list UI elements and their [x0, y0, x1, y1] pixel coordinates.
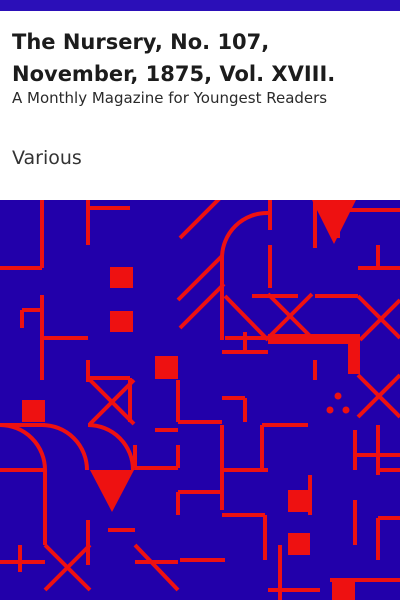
book-author: Various — [12, 147, 82, 169]
top-color-bar — [0, 0, 400, 11]
book-subtitle: A Monthly Magazine for Youngest Readers — [12, 89, 328, 107]
pattern-solid-shapes — [22, 200, 360, 600]
pattern-background — [0, 200, 400, 600]
cover-pattern-art — [0, 200, 400, 600]
pattern-shapes — [0, 200, 400, 600]
book-title: The Nursery, No. 107, November, 1875, Vo… — [12, 30, 336, 86]
